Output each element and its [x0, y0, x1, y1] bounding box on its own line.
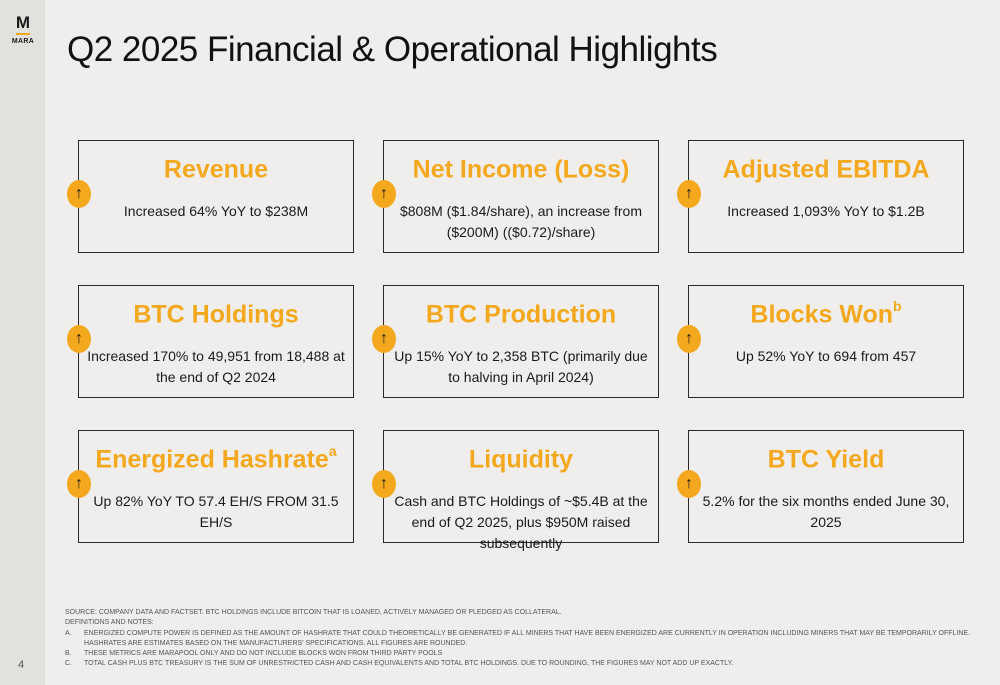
up-arrow-icon: ↑	[67, 180, 91, 208]
card-title: Revenue	[163, 155, 269, 184]
card-description: Increased 64% YoY to $238M	[123, 203, 309, 219]
card-revenue: ↑ Revenue Increased 64% YoY to $238M	[67, 140, 354, 253]
card-description: Increased 170% to 49,951 from 18,488 at …	[87, 348, 345, 385]
up-arrow-icon: ↑	[372, 325, 396, 353]
up-arrow-icon: ↑	[67, 325, 91, 353]
up-arrow-icon: ↑	[677, 470, 701, 498]
card-title: BTC Production	[425, 300, 617, 329]
card-description: 5.2% for the six months ended June 30, 2…	[702, 493, 950, 530]
logo-accent-bar	[16, 33, 30, 35]
footnote-letter: C.	[65, 660, 72, 668]
card-title: Net Income (Loss)	[412, 155, 630, 184]
footnote-text: Total cash plus BTC treasury is the sum …	[84, 660, 734, 668]
footnote-text: These metrics are MARAPool only and do n…	[84, 650, 443, 658]
card-btc-production: ↑ BTC Production Up 15% YoY to 2,358 BTC…	[372, 285, 659, 398]
card-energized-hashrate: ↑ Energized Hashratea Up 82% YoY TO 57.4…	[67, 430, 354, 543]
page-title: Q2 2025 Financial & Operational Highligh…	[67, 30, 718, 69]
card-btc-yield: ↑ BTC Yield 5.2% for the six months ende…	[677, 430, 964, 543]
card-title: BTC Yield	[767, 445, 885, 474]
logo-wordmark: MARA	[11, 38, 35, 45]
sidebar: M MARA 4	[0, 0, 45, 685]
card-liquidity: ↑ Liquidity Cash and BTC Holdings of ~$5…	[372, 430, 659, 551]
mara-logo: M MARA	[8, 14, 38, 46]
card-description: $808M ($1.84/share), an increase from ($…	[399, 203, 642, 240]
footnote-a-cont: Hashrates are estimates based on the man…	[65, 639, 970, 649]
card-net-income: ↑ Net Income (Loss) $808M ($1.84/share),…	[372, 140, 659, 253]
card-adjusted-ebitda: ↑ Adjusted EBITDA Increased 1,093% YoY t…	[677, 140, 964, 253]
card-title: BTC Holdings	[133, 300, 299, 329]
page-number: 4	[18, 659, 25, 671]
card-blocks-won: ↑ Blocks Wonb Up 52% YoY to 694 from 457	[677, 285, 964, 398]
footnote-source: Source: Company data and FactSet. BTC ho…	[65, 609, 562, 616]
footnote-letter: B.	[65, 650, 72, 658]
up-arrow-icon: ↑	[372, 470, 396, 498]
up-arrow-icon: ↑	[372, 180, 396, 208]
up-arrow-icon: ↑	[67, 470, 91, 498]
card-title: Liquidity	[468, 445, 574, 474]
footnotes: Source: Company data and FactSet. BTC ho…	[65, 608, 970, 670]
up-arrow-icon: ↑	[677, 325, 701, 353]
footnote-c: C. Total cash plus BTC treasury is the su…	[65, 659, 970, 669]
card-description: Increased 1,093% YoY to $1.2B	[727, 203, 925, 219]
card-btc-holdings: ↑ BTC Holdings Increased 170% to 49,951 …	[67, 285, 354, 398]
card-description: Up 15% YoY to 2,358 BTC (primarily due t…	[394, 348, 648, 385]
footnote-b: B. These metrics are MARAPool only and do…	[65, 649, 970, 659]
card-description: Up 52% YoY to 694 from 457	[735, 348, 917, 364]
footnote-text: Energized compute power is defined as th…	[84, 629, 971, 637]
card-description: Up 82% YoY TO 57.4 EH/S FROM 31.5 EH/S	[93, 493, 339, 530]
card-title: Blocks Wonb	[750, 298, 902, 329]
footnote-letter: A.	[65, 629, 72, 637]
card-title: Adjusted EBITDA	[722, 155, 930, 184]
up-arrow-icon: ↑	[677, 180, 701, 208]
logo-mark: M	[15, 13, 31, 32]
footnote-heading: Definitions and notes:	[65, 619, 154, 627]
footnote-text: Hashrates are estimates based on the man…	[84, 639, 468, 647]
card-title: Energized Hashratea	[95, 443, 337, 474]
footnote-a: A. Energized compute power is defined as …	[65, 629, 970, 639]
card-description: Cash and BTC Holdings of ~$5.4B at the e…	[394, 493, 648, 551]
